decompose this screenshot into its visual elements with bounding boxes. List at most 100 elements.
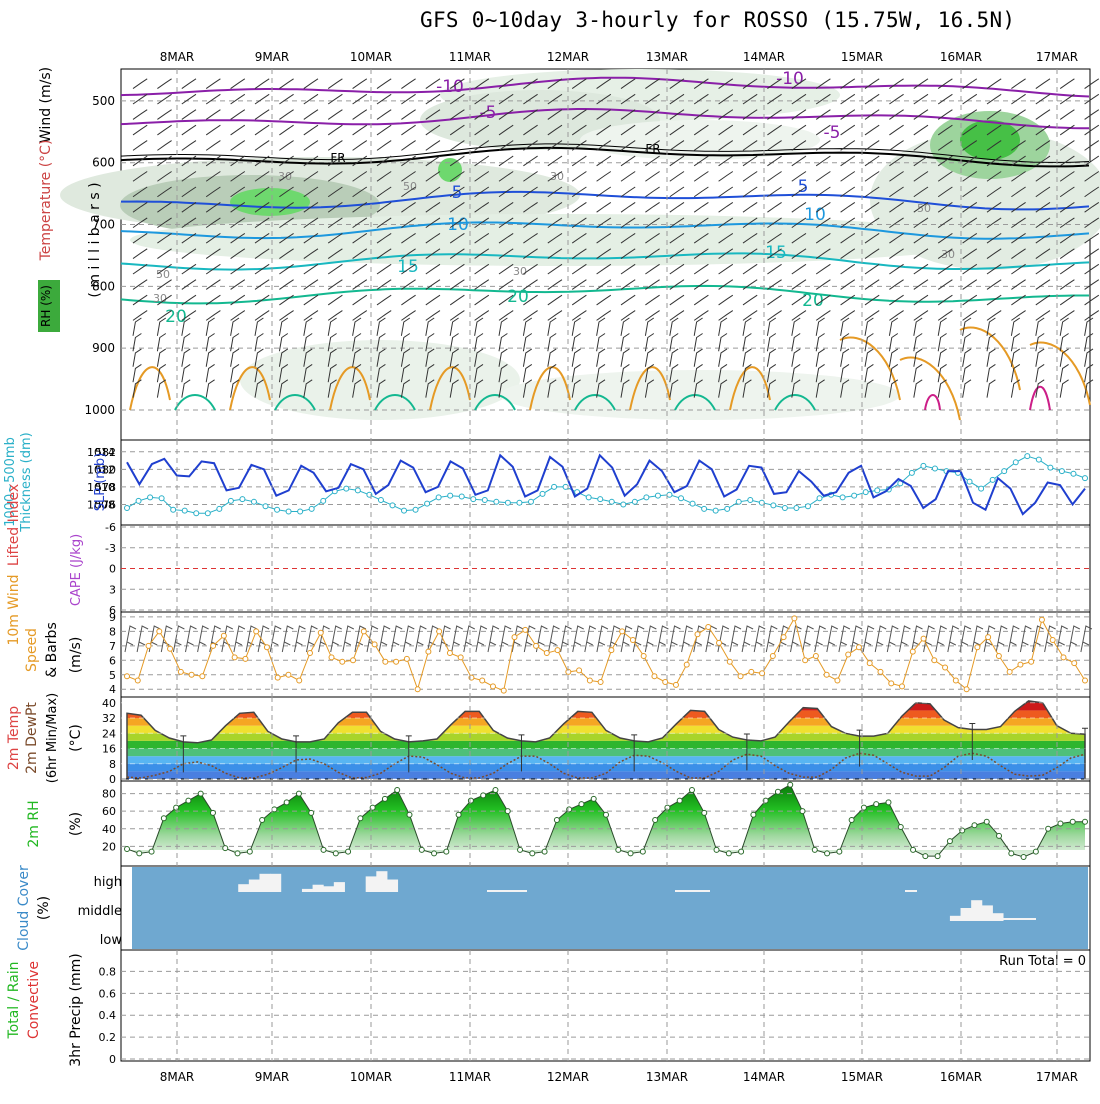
wind-barb — [693, 140, 709, 151]
temperature-axis-label: Temperature (°C) — [38, 140, 54, 262]
wind-barb — [1011, 186, 1026, 198]
temperature-tick-label: 16 — [102, 743, 116, 756]
wind-tick-label: 6 — [109, 654, 116, 667]
wind-barb — [522, 379, 533, 398]
wind-barb — [815, 310, 831, 321]
wind-speed-point — [683, 661, 690, 668]
wind-barb — [425, 124, 441, 136]
wind-barb — [937, 248, 953, 259]
rh-legend-swatch — [38, 280, 60, 332]
wind-barb — [864, 217, 880, 229]
wind-barb — [352, 109, 368, 120]
rh-tick-label: 60 — [102, 805, 116, 818]
wind-barb — [571, 232, 587, 244]
wind-barb — [449, 171, 465, 182]
wind-speed-point — [134, 677, 141, 684]
wind-barb — [474, 294, 490, 306]
wind-barb — [498, 310, 514, 321]
rh-shading-area — [240, 340, 520, 420]
wind-barb — [791, 310, 807, 321]
wind-barb — [983, 625, 996, 653]
x-date-label-bottom: 14MAR — [743, 1070, 785, 1084]
wind-barb — [767, 109, 782, 120]
wind-speed-point — [586, 677, 593, 684]
wind-barb — [791, 279, 807, 290]
slp-tick-label: 1012 — [87, 463, 115, 476]
thickness-point — [1012, 459, 1019, 466]
wind-barb — [400, 348, 411, 367]
wind-barb — [522, 317, 533, 336]
thickness-point — [966, 478, 973, 485]
wind-barb — [718, 186, 734, 198]
wind-barb — [402, 625, 415, 653]
wind-barb — [1059, 348, 1069, 367]
wind-barb — [376, 186, 392, 198]
wind-barb — [937, 201, 953, 213]
wind-barb — [986, 171, 1002, 182]
wind-barb — [474, 263, 490, 275]
wind-barb — [254, 248, 270, 259]
thickness-tick-label: 576 — [95, 498, 116, 511]
wind-barb — [864, 363, 874, 383]
wind-barb — [1084, 248, 1100, 259]
wind-barb — [498, 186, 514, 198]
wind-barb — [352, 140, 368, 151]
wind-speed-point — [479, 677, 486, 684]
wind-barb — [132, 186, 148, 198]
wind-barb — [230, 379, 240, 398]
wind-speed-point — [393, 658, 400, 665]
wind-barb — [962, 186, 978, 198]
wind-barb — [937, 333, 947, 352]
wind-barb — [205, 93, 221, 105]
wind-barb — [205, 186, 221, 198]
wind-barb — [889, 294, 904, 306]
wind-barb — [742, 109, 758, 120]
wind-barb — [840, 140, 856, 151]
rh-point — [173, 804, 180, 811]
rh-point — [627, 850, 634, 857]
wind-barb — [205, 248, 221, 259]
wind-barb — [547, 348, 557, 367]
thickness-point — [689, 500, 696, 507]
wind-barb — [327, 294, 343, 306]
wind-barb — [815, 379, 825, 398]
wind-barb — [1035, 363, 1045, 383]
wind-speed-point — [823, 671, 830, 678]
wind-barb — [669, 310, 685, 321]
wind-barb — [838, 625, 851, 653]
wind-barb — [888, 363, 899, 383]
wind-barb — [889, 78, 904, 89]
wind-barb — [376, 248, 392, 259]
wind-barb — [669, 248, 685, 259]
temp-axis-label-line2: 2m DewPt — [24, 702, 40, 774]
wind-barb — [254, 217, 270, 229]
wind-barb — [791, 248, 807, 259]
wind-barb — [645, 124, 660, 136]
wind-barb — [1059, 124, 1075, 136]
wind-barb — [401, 232, 416, 244]
temp-unit-label: (°C) — [68, 724, 84, 752]
wind-barb — [547, 333, 557, 352]
wind-barb — [962, 217, 978, 229]
slp-thickness-panel: 576 578 580 582 1008 1010 1012 1014 — [87, 446, 1090, 517]
wind-barb — [1059, 93, 1075, 105]
wind-barb — [815, 363, 825, 383]
temperature-tick-label: 8 — [109, 758, 116, 771]
cape-axis-label: CAPE (J/kg) — [69, 534, 84, 606]
wind-barb — [1010, 363, 1021, 383]
wind-barb — [645, 93, 660, 105]
wind-barb — [376, 232, 392, 244]
wind-barb — [1010, 317, 1021, 336]
wind-barb — [157, 186, 172, 198]
thickness-tick-label: 580 — [95, 463, 116, 476]
wind-barb — [560, 625, 572, 653]
wind-barb — [1084, 379, 1094, 398]
wind-barb — [342, 625, 355, 653]
rh-point — [1020, 853, 1027, 860]
temperature-band — [127, 748, 1085, 757]
wind-barb — [303, 93, 319, 105]
wind-barb — [1035, 93, 1051, 105]
rh-point — [934, 853, 941, 860]
wind-barb — [376, 93, 392, 105]
cloud-bar-middle — [960, 908, 972, 921]
